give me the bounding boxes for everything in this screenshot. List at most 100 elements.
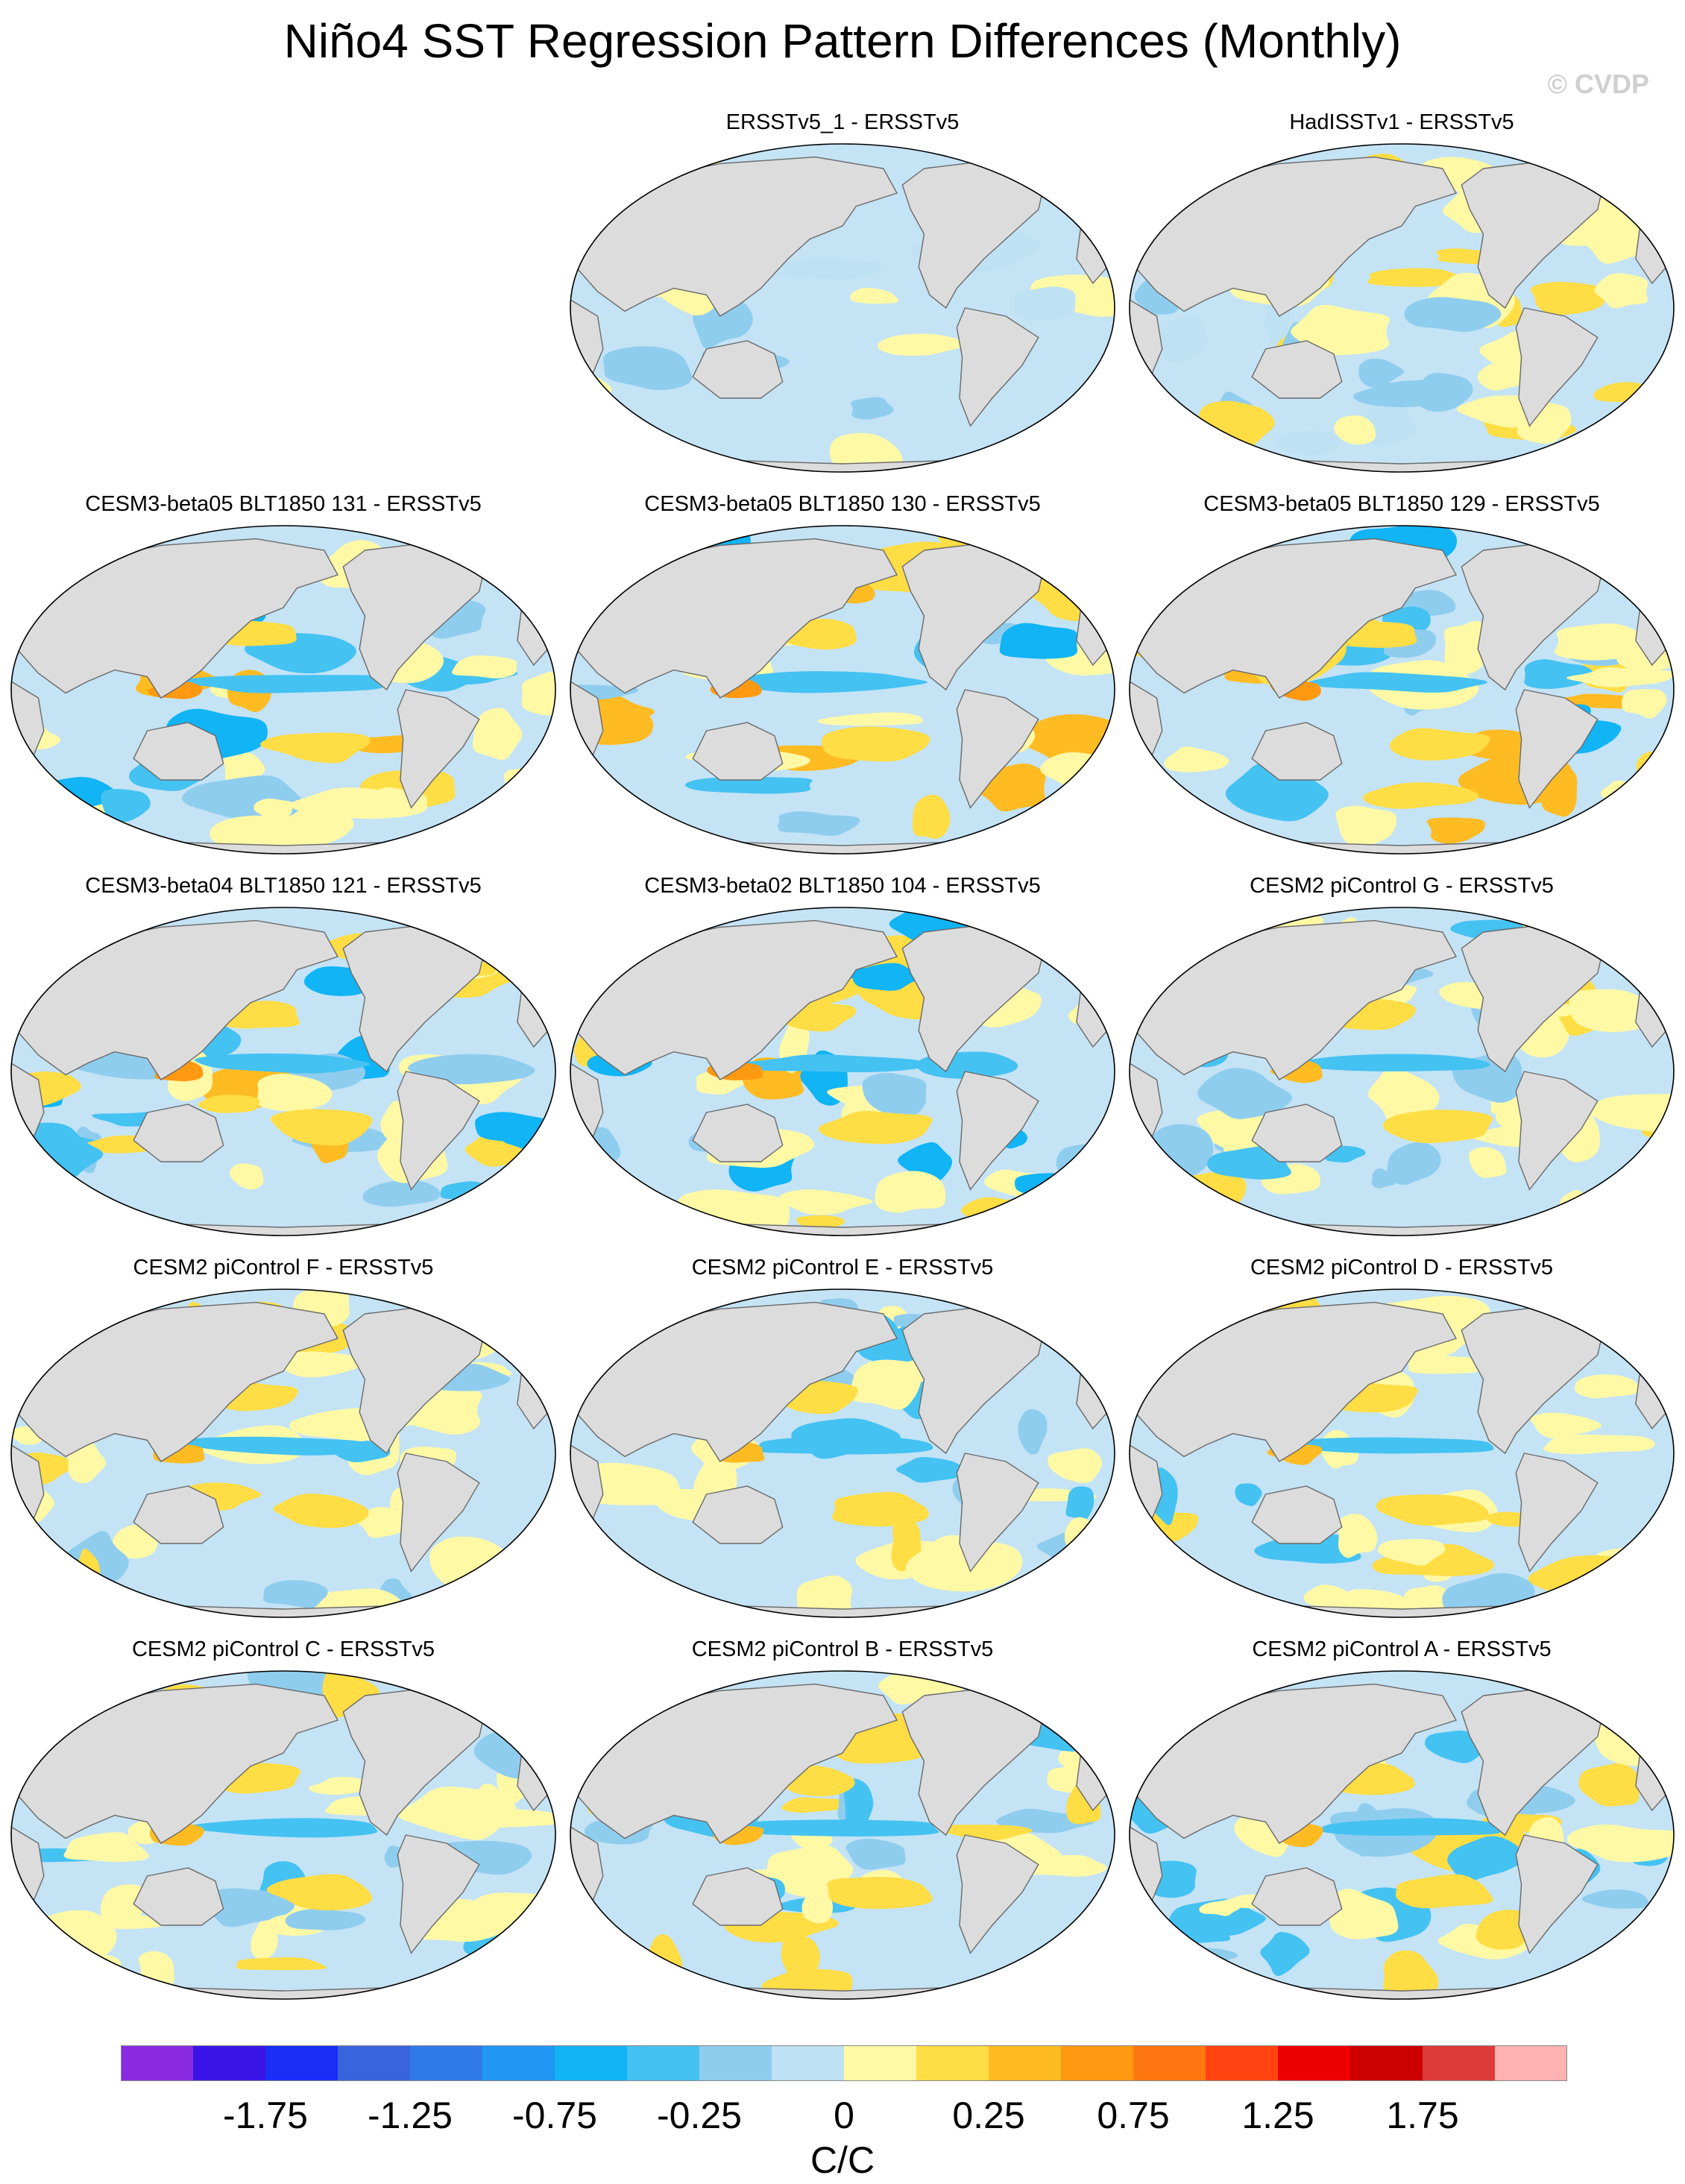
anomaly-contour	[1404, 297, 1502, 333]
anomaly-contour	[1597, 150, 1639, 168]
map-panel: CESM3-beta04 BLT1850 121 - ERSSTv5	[7, 874, 559, 1239]
colorbar-tick-label: 0.75	[1097, 2095, 1170, 2136]
equatorial-cold-band	[1308, 672, 1487, 693]
map-panel: CESM3-beta05 BLT1850 131 - ERSSTv5	[7, 492, 559, 857]
colorbar-swatch	[482, 2045, 555, 2081]
anomaly-contour	[1596, 924, 1639, 963]
map-panel: CESM2 piControl G - ERSSTv5	[1126, 874, 1678, 1239]
land-samerica	[397, 1071, 480, 1191]
equatorial-cold-band	[746, 1819, 939, 1837]
anomaly-contour	[1545, 1582, 1666, 1613]
anomaly-contour	[1352, 380, 1452, 408]
land-asia	[16, 919, 339, 1080]
anomaly-contour	[1468, 1147, 1507, 1178]
anomaly-contour	[581, 1571, 622, 1586]
map-panel: CESM2 piControl F - ERSSTv5	[7, 1256, 559, 1621]
map-border	[10, 525, 556, 855]
anomaly-contour	[781, 1797, 844, 1813]
anomaly-contour	[796, 1575, 854, 1617]
land-asia	[16, 1301, 339, 1462]
colorbar-swatch	[1350, 2045, 1423, 2081]
colorbar-swatch	[1423, 2045, 1496, 2081]
land-samerica	[397, 689, 480, 809]
colorbar-swatch	[193, 2045, 266, 2081]
anomaly-contour	[1303, 1584, 1350, 1611]
land-greenland	[1591, 1678, 1634, 1705]
map-panel: HadISSTv1 - ERSSTv5	[1126, 110, 1678, 476]
colorbar-swatch	[555, 2045, 628, 2081]
anomaly-contour	[11, 808, 63, 828]
land-samerica	[1515, 1834, 1599, 1954]
anomaly-contour	[777, 811, 845, 833]
anomaly-contour	[1559, 1189, 1589, 1232]
land-samerica	[956, 1071, 1039, 1191]
land-greenland	[473, 915, 516, 941]
south-pacific-anomaly	[266, 1874, 373, 1911]
south-pacific-anomaly	[271, 1109, 373, 1146]
colorbar-swatch	[772, 2045, 845, 2081]
anomaly-contour	[1130, 1556, 1206, 1588]
world-map	[10, 907, 556, 1236]
land-australia	[692, 1485, 784, 1544]
land-australia	[1251, 1104, 1343, 1162]
land-australia	[1251, 1485, 1343, 1544]
colorbar-swatch	[699, 2045, 772, 2081]
anomaly-contour	[502, 799, 552, 847]
panel-title: CESM2 piControl D - ERSSTv5	[1250, 1256, 1554, 1280]
map-border	[570, 143, 1115, 473]
world-map	[570, 1288, 1115, 1618]
anomaly-contour	[1041, 814, 1115, 834]
colorbar-swatch	[1206, 2045, 1279, 2081]
panel-title: HadISSTv1 - ERSSTv5	[1289, 110, 1514, 134]
anomaly-contour	[1337, 1514, 1378, 1558]
anomaly-contour	[603, 346, 693, 391]
colorbar-tick-label: 0.25	[952, 2095, 1025, 2136]
south-pacific-anomaly	[818, 1110, 933, 1145]
land-greenland	[1032, 915, 1075, 941]
colorbar-swatch	[410, 2045, 483, 2081]
copyright-watermark: © CVDP	[1547, 69, 1649, 99]
equatorial-cold-band	[194, 1053, 371, 1074]
map-panel: CESM2 piControl E - ERSSTv5	[567, 1256, 1118, 1621]
equatorial-cold-band	[726, 1054, 930, 1072]
anomaly-contour	[1291, 304, 1390, 356]
world-map	[1129, 525, 1675, 855]
equatorial-cold-band	[1284, 1437, 1494, 1454]
colorbar-tick-label: -0.75	[512, 2095, 597, 2136]
anomaly-contour	[1578, 146, 1666, 186]
map-border	[1129, 143, 1675, 473]
map-panel: CESM2 piControl C - ERSSTv5	[7, 1637, 559, 2003]
map-border	[10, 1288, 556, 1618]
anomaly-contour	[1594, 273, 1648, 309]
land-asia	[575, 156, 898, 317]
map-border	[1129, 1288, 1675, 1618]
land-australia	[692, 1104, 784, 1162]
panel-title: CESM3-beta05 BLT1850 129 - ERSSTv5	[1203, 492, 1600, 516]
anomaly-contour	[1273, 430, 1342, 456]
colorbar-swatch	[989, 2045, 1062, 2081]
anomaly-contour	[588, 1297, 663, 1319]
anomaly-contour	[1363, 782, 1479, 809]
map-border	[570, 525, 1115, 855]
map-border	[10, 1670, 556, 2000]
anomaly-contour	[11, 1311, 85, 1344]
land-greenland	[1591, 533, 1634, 559]
anomaly-contour	[591, 1674, 662, 1709]
anomaly-contour	[1197, 1068, 1293, 1119]
world-map	[1129, 143, 1675, 473]
south-pacific-anomaly	[831, 1491, 929, 1527]
anomaly-contour	[801, 1882, 834, 1924]
anomaly-contour	[490, 551, 555, 588]
anomaly-contour	[203, 1888, 295, 1927]
anomaly-contour	[253, 799, 295, 820]
anomaly-contour	[817, 712, 923, 726]
anomaly-contour	[1531, 281, 1607, 315]
colorbar-unit-label: C/C	[810, 2139, 875, 2181]
anomaly-contour	[1335, 805, 1397, 849]
world-map	[1129, 1288, 1675, 1618]
anomaly-contour	[429, 530, 531, 561]
panel-title: CESM2 piControl F - ERSSTv5	[133, 1256, 434, 1280]
map-border	[1129, 525, 1675, 855]
south-pacific-anomaly	[1389, 728, 1490, 761]
anomaly-contour	[468, 1583, 494, 1601]
